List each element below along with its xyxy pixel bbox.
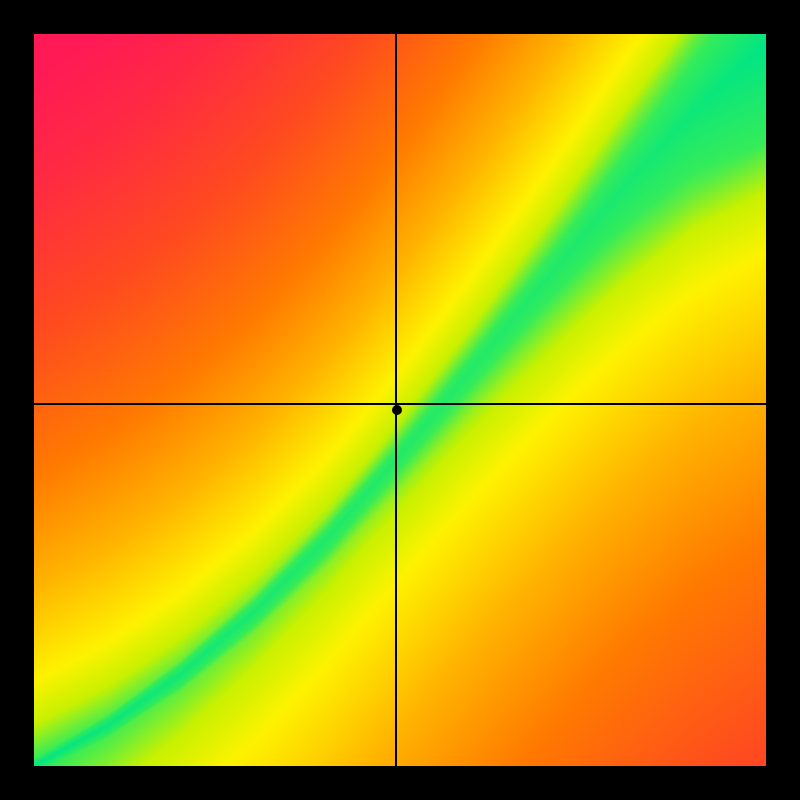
- watermark: TheBottleneck.com: [522, 6, 762, 37]
- plot-area: [34, 34, 766, 766]
- crosshair-vertical: [395, 34, 397, 766]
- data-point-marker: [392, 405, 402, 415]
- watermark-text: TheBottleneck.com: [522, 6, 762, 36]
- heatmap-canvas: [34, 34, 766, 766]
- crosshair-horizontal: [34, 403, 766, 405]
